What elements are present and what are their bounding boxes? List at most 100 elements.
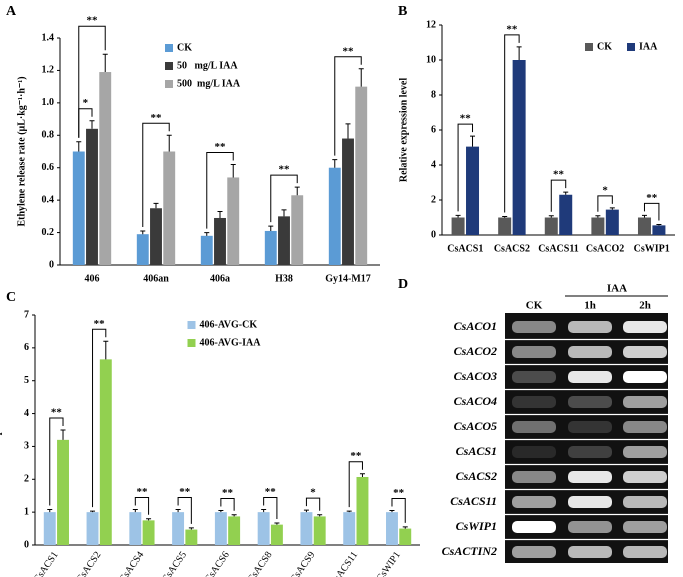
bar	[228, 516, 241, 545]
panel-label: C	[6, 290, 16, 305]
y-tick-label: 2	[431, 194, 436, 205]
gel-column-label: CK	[526, 300, 543, 312]
error-bar	[281, 209, 287, 217]
significance-bracket	[206, 151, 234, 229]
bar	[214, 217, 226, 265]
gel-band	[623, 521, 667, 533]
legend-label: IAA	[639, 41, 658, 52]
bar	[43, 512, 56, 545]
gel-band	[568, 346, 612, 358]
significance-bracket	[334, 56, 362, 156]
significance-label: **	[393, 487, 405, 499]
bar	[72, 151, 85, 265]
significance-bracket	[348, 461, 363, 508]
error-bar	[217, 210, 223, 218]
error-bar	[609, 207, 615, 210]
x-tick-label: CsACS9	[288, 550, 317, 577]
x-tick-label: CsACS11	[538, 243, 579, 254]
x-tick-label: Gy14-M17	[325, 273, 371, 284]
gene-label: CsACS11	[450, 494, 497, 508]
legend-swatch	[187, 339, 196, 347]
y-tick-label: 4	[431, 159, 436, 170]
gel-band	[512, 396, 556, 408]
gel-band	[568, 496, 612, 508]
error-bar	[102, 53, 108, 73]
x-tick-label: 406	[85, 273, 100, 284]
gene-label: CsACS1	[456, 444, 497, 458]
y-tick-label: 6	[24, 342, 29, 353]
treatment-label: IAA	[607, 283, 627, 295]
significance-bracket	[597, 195, 613, 212]
significance-label: **	[265, 486, 277, 498]
legend-swatch	[165, 62, 173, 70]
error-bar	[230, 163, 236, 178]
error-bar	[317, 514, 323, 517]
gene-label: CsACO5	[454, 419, 497, 433]
y-tick-label: 4	[24, 408, 29, 419]
gene-label: CsACO3	[454, 369, 497, 383]
gel-band	[623, 346, 667, 358]
bar	[86, 512, 99, 545]
bar	[328, 167, 341, 265]
gel-band	[568, 371, 612, 383]
error-bar	[656, 224, 662, 226]
significance-label: **	[646, 192, 658, 204]
significance-bracket	[550, 179, 567, 212]
significance-bracket	[177, 497, 192, 524]
significance-label: **	[94, 318, 106, 330]
gel-band	[512, 446, 556, 458]
legend-label: 50 mg/L IAA	[177, 60, 238, 71]
y-tick-label: 0	[24, 539, 29, 550]
error-bar	[146, 518, 152, 521]
y-tick-label: 0.2	[42, 227, 55, 238]
error-bar	[359, 473, 365, 477]
y-tick-label: 1.4	[42, 32, 55, 43]
error-bar	[188, 527, 194, 530]
error-bar	[268, 225, 274, 231]
y-tick-label: 6	[431, 124, 436, 135]
bar	[99, 359, 112, 545]
error-bar	[332, 159, 338, 168]
error-bar	[153, 202, 159, 209]
legend-label: 500 mg/L IAA	[177, 78, 241, 89]
gel-band	[568, 471, 612, 483]
bar	[652, 225, 666, 235]
significance-bracket	[504, 34, 520, 213]
bar	[559, 194, 573, 235]
significance-bracket	[134, 497, 150, 515]
significance-label: **	[460, 113, 472, 125]
significance-bracket	[270, 174, 298, 223]
x-tick-label: 406an	[143, 273, 169, 284]
gel-band	[623, 446, 667, 458]
gel-band	[568, 446, 612, 458]
gel-band	[623, 421, 667, 433]
error-bar	[166, 134, 172, 152]
error-bar	[294, 186, 300, 196]
significance-label: *	[310, 487, 316, 499]
y-tick-label: 7	[24, 309, 29, 320]
y-axis-label: Relative expression level	[398, 78, 409, 182]
y-axis-label: Relative expression level	[0, 378, 2, 482]
bar	[270, 524, 283, 545]
legend-swatch	[585, 43, 593, 51]
error-bar	[218, 510, 224, 513]
error-bar	[76, 141, 82, 152]
y-tick-label: 0.4	[42, 194, 55, 205]
y-tick-label: 1	[24, 506, 29, 517]
bar	[150, 208, 162, 265]
error-bar	[389, 510, 395, 513]
y-tick-label: 0	[431, 229, 436, 240]
bar	[264, 230, 277, 265]
gel-band	[568, 521, 612, 533]
x-tick-label: CsACS2	[74, 550, 103, 577]
error-bar	[90, 510, 96, 513]
y-tick-label: 10	[426, 54, 436, 65]
error-bar	[89, 120, 95, 129]
error-bar	[502, 215, 508, 218]
bar	[257, 512, 270, 545]
significance-bracket	[142, 122, 170, 227]
y-tick-label: 3	[24, 441, 29, 452]
error-bar	[345, 123, 351, 139]
bar	[498, 217, 512, 235]
x-tick-label: CsACS11	[328, 550, 360, 577]
